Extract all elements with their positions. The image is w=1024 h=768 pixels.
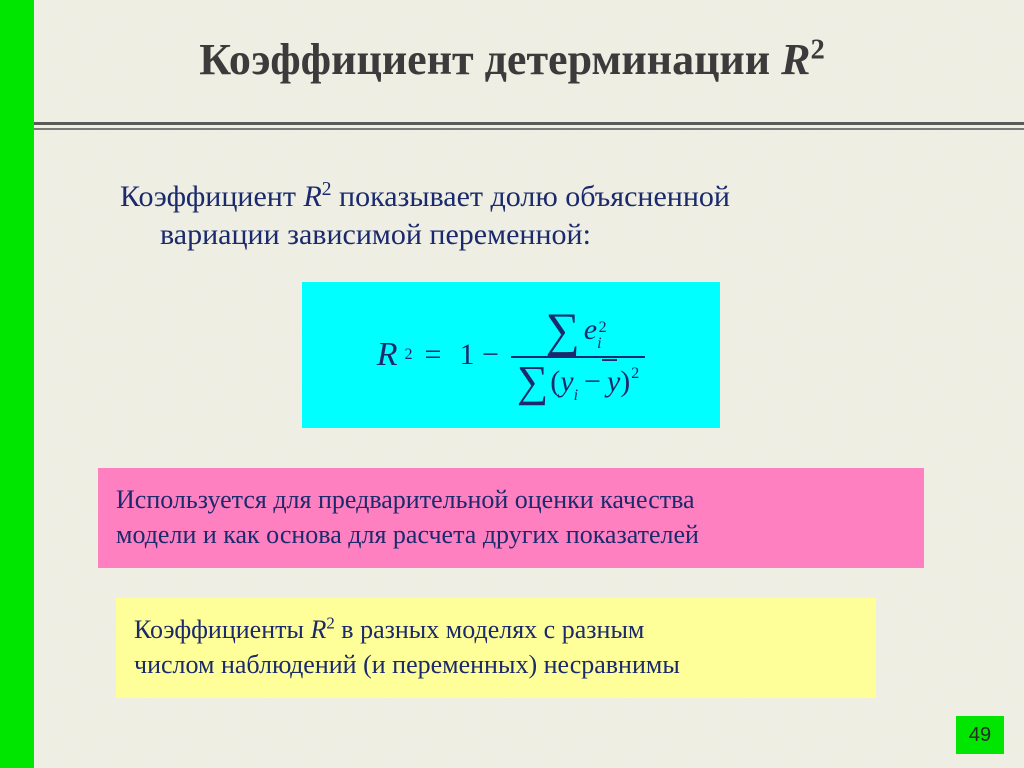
title-symbol: R — [781, 35, 810, 84]
para-line2: вариации зависимой переменной: — [160, 216, 591, 254]
pink-line2: модели и как основа для расчета других п… — [116, 520, 699, 549]
den-y-sub: i — [574, 387, 578, 405]
yellow-line1-suffix: в разных моделях с разным — [335, 615, 645, 644]
yellow-line2: числом наблюдений (и переменных) несравн… — [134, 650, 680, 679]
formula-numerator: ∑ ei2 — [540, 307, 617, 354]
formula: R2 = 1 − ∑ ei2 ∑ ( yi − y )2 — [367, 303, 656, 408]
title-prefix: Коэффициент детерминации — [199, 35, 781, 84]
den-minus: − — [584, 365, 601, 399]
para-line1-prefix: Коэффициент — [120, 180, 303, 213]
accent-sidebar — [0, 0, 34, 768]
formula-box: R2 = 1 − ∑ ei2 ∑ ( yi − y )2 — [302, 282, 720, 428]
pink-note-box: Используется для предварительной оценки … — [98, 468, 924, 568]
num-e-sup: 2 — [599, 319, 607, 337]
page-number: 49 — [969, 724, 991, 747]
title-sup: 2 — [810, 34, 824, 65]
formula-denominator: ∑ ( yi − y )2 — [511, 360, 645, 404]
formula-lhs-R: R — [377, 336, 398, 374]
yellow-line1-prefix: Коэффициенты — [134, 615, 310, 644]
yellow-symbol: R — [310, 615, 326, 644]
page-number-badge: 49 — [956, 716, 1004, 754]
divider-line-thick — [34, 122, 1024, 125]
den-y: y — [560, 365, 573, 399]
formula-equals: = — [425, 338, 442, 372]
divider-line-thin — [34, 128, 1024, 130]
para-symbol: R — [303, 180, 321, 213]
sigma-icon: ∑ — [546, 309, 580, 352]
yellow-sup: 2 — [326, 613, 334, 632]
den-close: ) — [620, 365, 630, 399]
sigma-icon: ∑ — [517, 362, 548, 402]
den-sup: 2 — [631, 365, 639, 383]
slide-title: Коэффициент детерминации R2 — [0, 34, 1024, 85]
formula-lhs-sup: 2 — [405, 346, 413, 364]
pink-line1: Используется для предварительной оценки … — [116, 485, 695, 514]
den-open: ( — [550, 365, 560, 399]
formula-one-minus: 1 − — [459, 338, 498, 372]
intro-paragraph: Коэффициент R2 показывает долю объясненн… — [120, 178, 920, 253]
formula-fraction: ∑ ei2 ∑ ( yi − y )2 — [511, 307, 645, 404]
para-sup: 2 — [322, 179, 332, 200]
para-line1-suffix: показывает долю объясненной — [332, 180, 730, 213]
yellow-note-box: Коэффициенты R2 в разных моделях с разны… — [116, 598, 876, 698]
den-ybar: y — [607, 365, 620, 399]
num-e-sub: i — [597, 335, 601, 353]
num-e: e — [584, 313, 597, 347]
